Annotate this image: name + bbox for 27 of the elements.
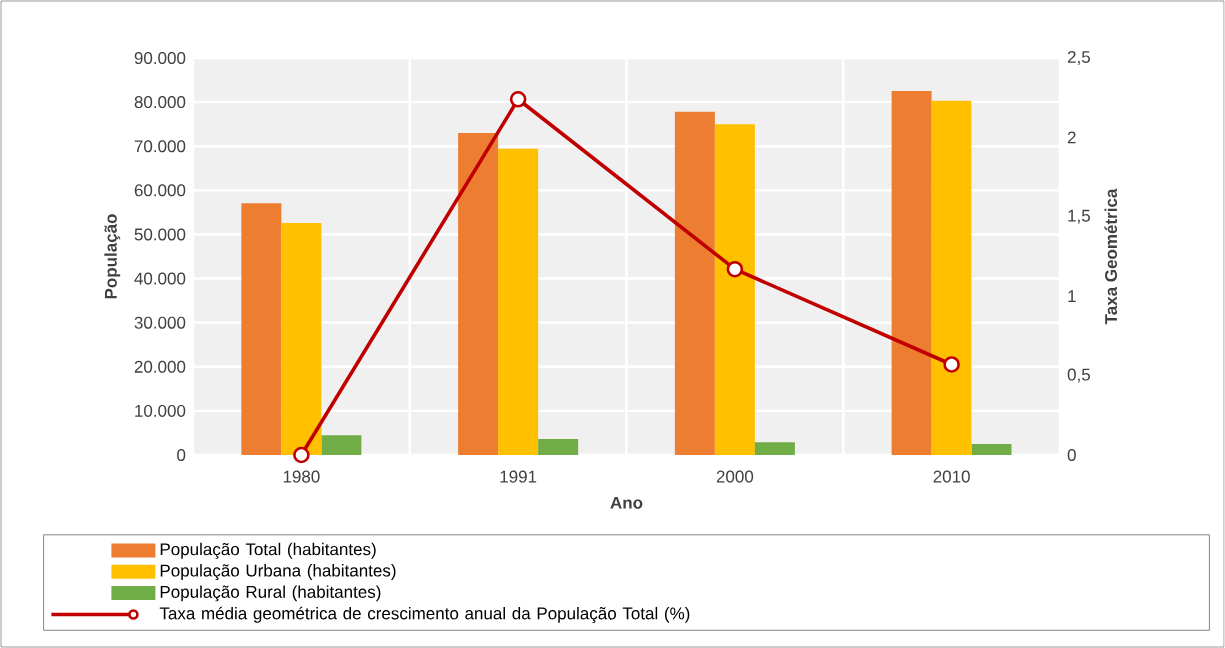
- y-tick-label: 20.000: [134, 360, 186, 373]
- y2-tick-label: 2,5: [1067, 50, 1090, 66]
- y-tick-label: 90.000: [134, 52, 186, 65]
- y-tick-label: 40.000: [134, 272, 186, 285]
- legend-label: Taxa média geométrica de crescimento anual da População Total (%): [159, 606, 690, 623]
- y2-axis-title: Taxa Geométrica: [1104, 188, 1118, 325]
- y-tick-label: 0: [177, 448, 186, 462]
- y-tick-label: 30.000: [134, 316, 186, 329]
- y2-tick-label: 1: [1068, 290, 1076, 303]
- y-tick-label: 60.000: [134, 184, 186, 197]
- x-tick-label: 1991: [500, 470, 537, 483]
- y2-tick-label: 1,5: [1068, 209, 1090, 224]
- x-axis-title: Ano: [610, 496, 643, 509]
- y-tick-label: 10.000: [135, 404, 186, 417]
- y-tick-label: 70.000: [134, 140, 186, 153]
- y-tick-label: 50.000: [134, 228, 186, 241]
- y-tick-label: 80.000: [134, 96, 186, 109]
- legend-label: População Rural (habitantes): [160, 585, 381, 602]
- x-tick-label: 2010: [933, 470, 970, 483]
- legend-label: População Total (habitantes): [160, 542, 376, 559]
- y2-tick-label: 2: [1067, 131, 1076, 144]
- legend-label: População Urbana (habitantes): [160, 564, 396, 581]
- y2-tick-label: 0,5: [1067, 368, 1090, 383]
- x-tick-label: 2000: [716, 470, 754, 483]
- y-axis-title: População: [104, 214, 121, 299]
- y2-tick-label: 0: [1067, 448, 1076, 462]
- x-tick-label: 1980: [283, 470, 320, 483]
